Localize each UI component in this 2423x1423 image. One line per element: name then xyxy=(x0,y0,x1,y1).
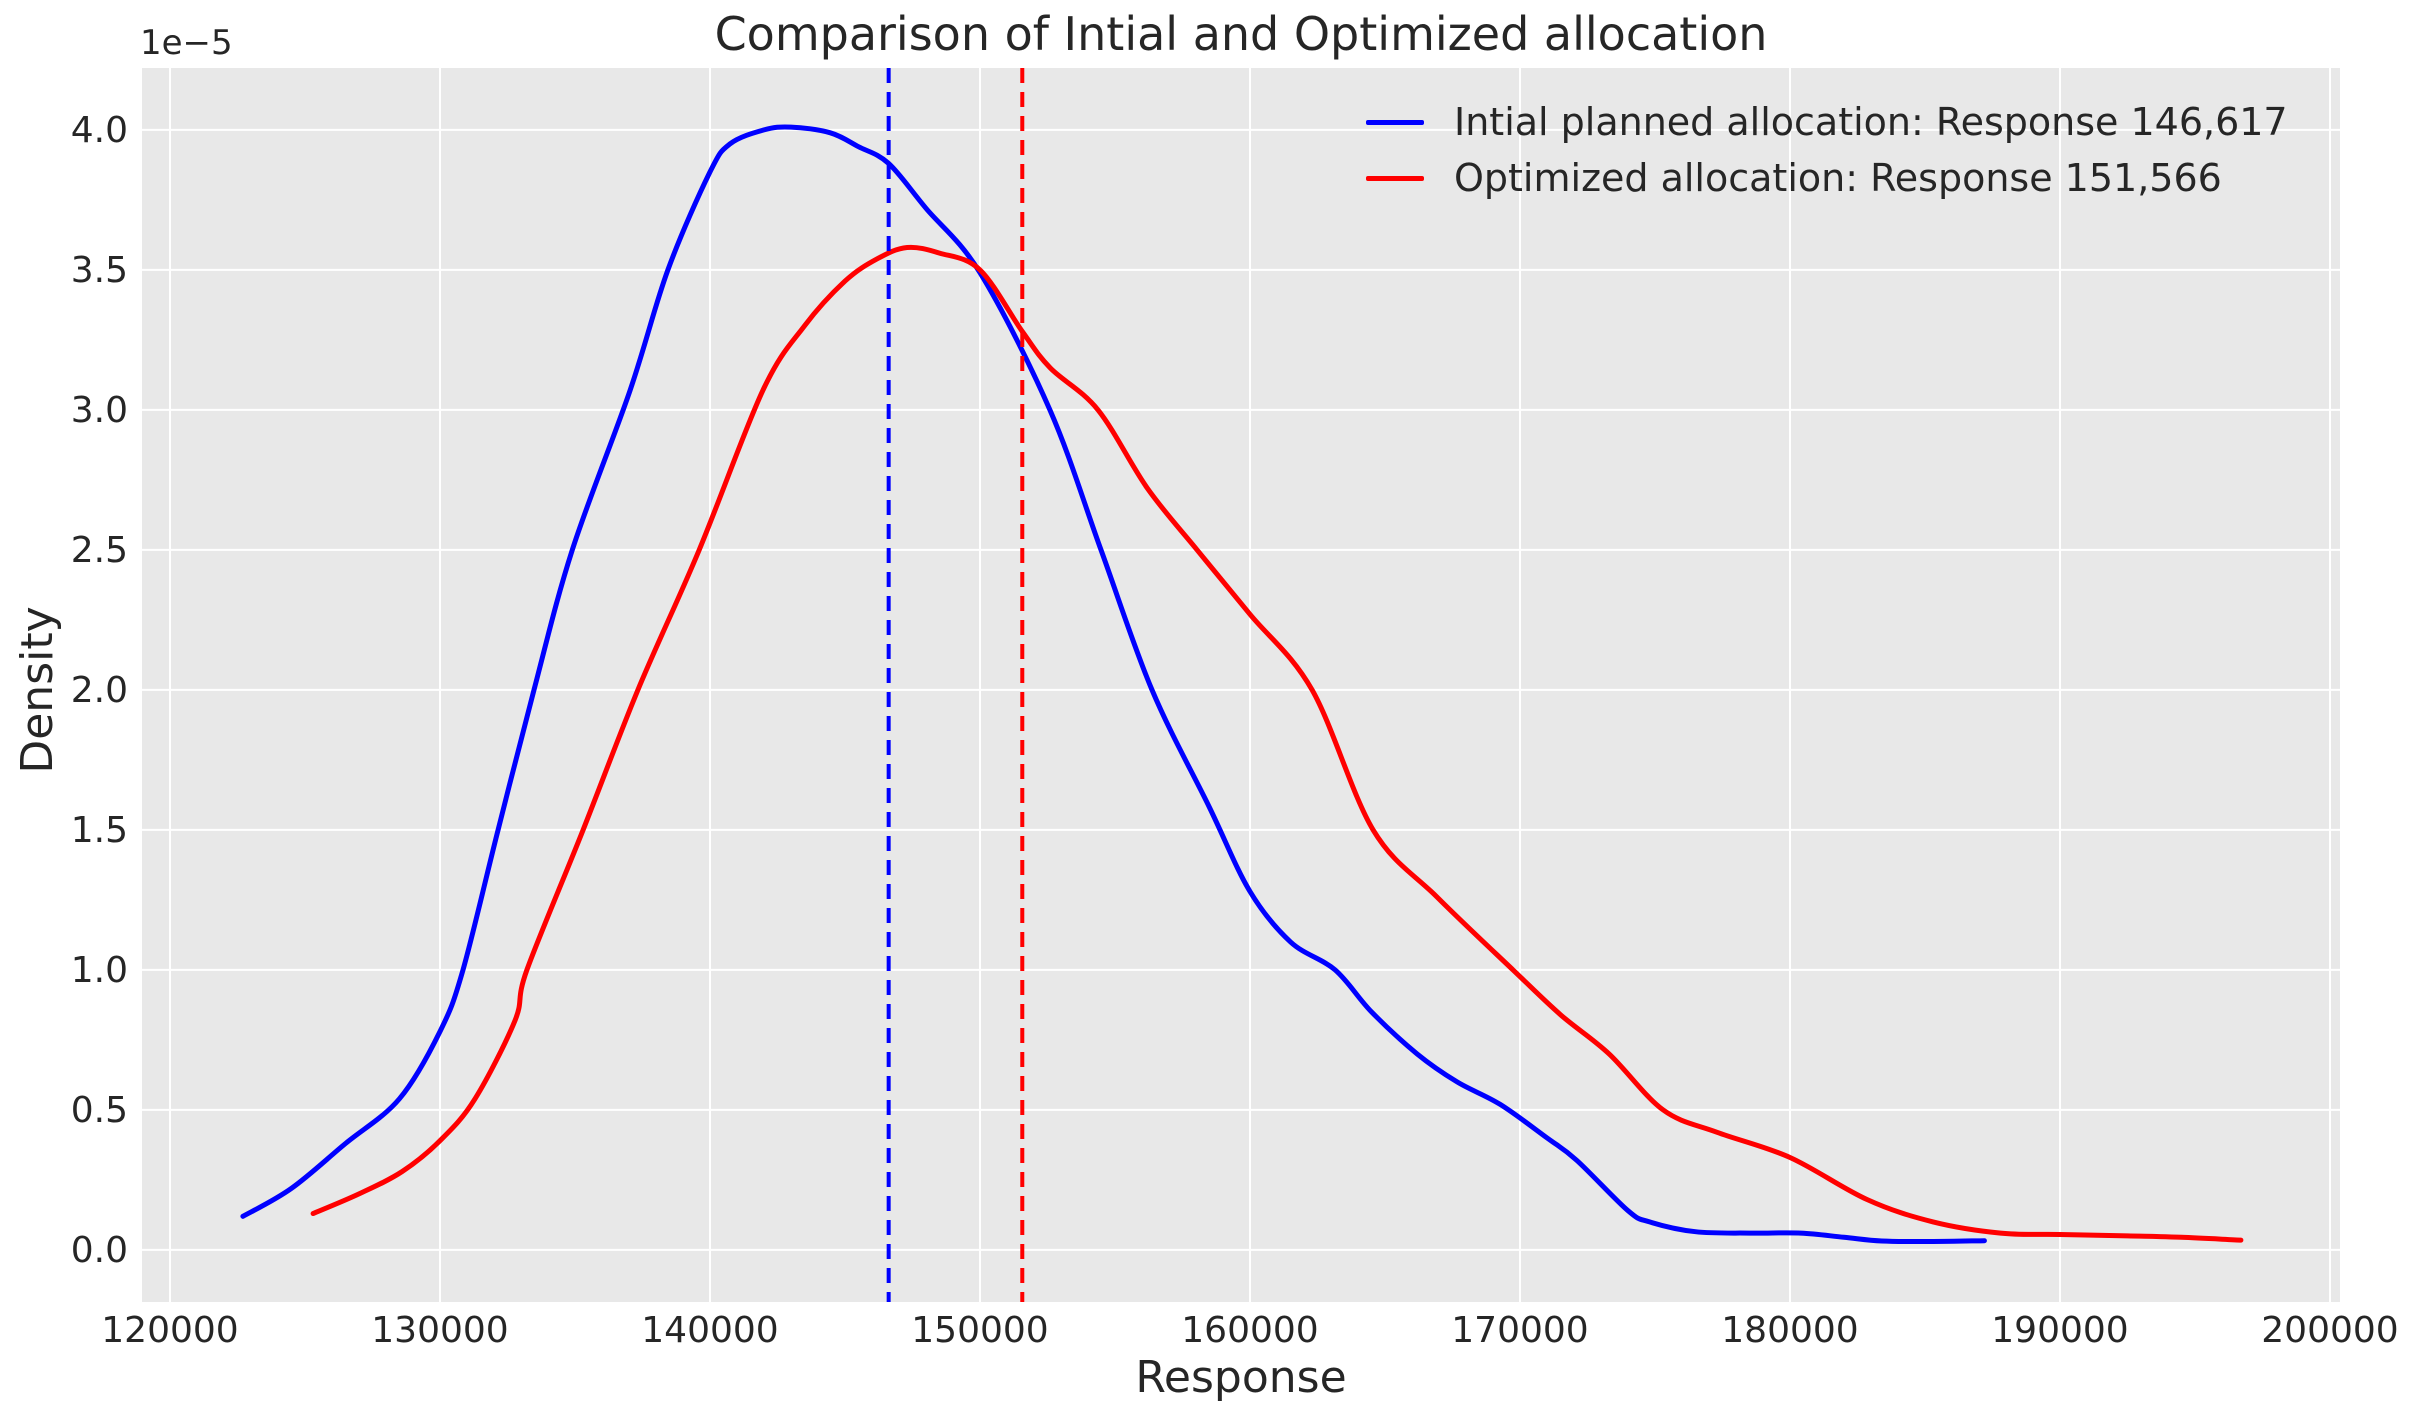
x-tick-label: 130000 xyxy=(371,1310,508,1351)
x-axis-label: Response xyxy=(1135,1352,1347,1403)
y-tick-label: 3.0 xyxy=(71,390,128,431)
legend: Intial planned allocation: Response 146,… xyxy=(1366,94,2288,206)
y-tick-label: 0.5 xyxy=(71,1090,128,1131)
x-tick-label: 200000 xyxy=(2261,1310,2398,1351)
y-tick-label: 3.5 xyxy=(71,250,128,291)
legend-label-optimized: Optimized allocation: Response 151,566 xyxy=(1454,156,2222,200)
y-axis-offset-label: 1e−5 xyxy=(140,23,233,63)
legend-line-optimized-icon xyxy=(1366,175,1424,181)
x-tick-label: 170000 xyxy=(1451,1310,1588,1351)
x-tick-label: 190000 xyxy=(1991,1310,2128,1351)
legend-line-initial-icon xyxy=(1366,119,1424,125)
chart-title: Comparison of Intial and Optimized alloc… xyxy=(714,7,1768,61)
x-tick-label: 180000 xyxy=(1721,1310,1858,1351)
curve-initial xyxy=(240,124,1987,1245)
legend-item-initial: Intial planned allocation: Response 146,… xyxy=(1366,94,2288,150)
y-tick-label: 0.0 xyxy=(71,1230,128,1271)
legend-item-optimized: Optimized allocation: Response 151,566 xyxy=(1366,150,2288,206)
x-tick-label: 140000 xyxy=(641,1310,778,1351)
y-tick-label: 4.0 xyxy=(71,110,128,151)
curve-optimized xyxy=(310,244,2244,1243)
y-tick-label: 2.5 xyxy=(71,530,128,571)
legend-label-initial: Intial planned allocation: Response 146,… xyxy=(1454,100,2288,144)
y-tick-label: 2.0 xyxy=(71,670,128,711)
plot-area xyxy=(142,68,2340,1302)
y-axis-label: Density xyxy=(12,606,63,774)
x-tick-label: 120000 xyxy=(101,1310,238,1351)
y-tick-label: 1.0 xyxy=(71,950,128,991)
x-tick-label: 150000 xyxy=(911,1310,1048,1351)
x-tick-label: 160000 xyxy=(1181,1310,1318,1351)
y-tick-label: 1.5 xyxy=(71,810,128,851)
